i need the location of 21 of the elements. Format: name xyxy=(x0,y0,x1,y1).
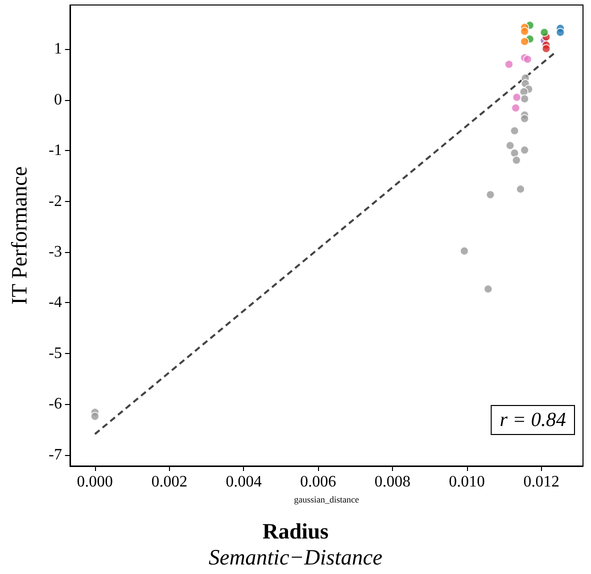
y-tick-label: -1 xyxy=(48,142,62,160)
x-tick-label: 0.012 xyxy=(523,474,560,490)
x-tick-label: 0.000 xyxy=(76,474,113,490)
y-tick-label: -3 xyxy=(48,243,62,260)
y-tick-label: -2 xyxy=(48,192,62,210)
x-tick-label: 0.006 xyxy=(300,474,336,490)
y-axis-title: IT Performance xyxy=(6,166,32,305)
x-tick-label: 0.010 xyxy=(448,474,485,490)
x-tick-label: 0.004 xyxy=(226,474,262,490)
y-tick-label: -6 xyxy=(48,396,62,413)
y-tick-label: -5 xyxy=(48,344,62,362)
y-tick-label: 1 xyxy=(54,40,62,58)
y-tick-label: 0 xyxy=(54,91,62,108)
text: Semantic−Distance xyxy=(208,544,383,570)
x-tick-label: 0.008 xyxy=(374,474,411,490)
y-tick-label: -4 xyxy=(48,294,62,312)
x-axis-title: gaussian_distance xyxy=(294,494,359,504)
y-tick-label: -7 xyxy=(48,446,62,464)
annotation: r = 0.84 xyxy=(500,409,566,431)
x-tick-label: 0.002 xyxy=(151,474,188,490)
text: Radius xyxy=(262,518,329,544)
